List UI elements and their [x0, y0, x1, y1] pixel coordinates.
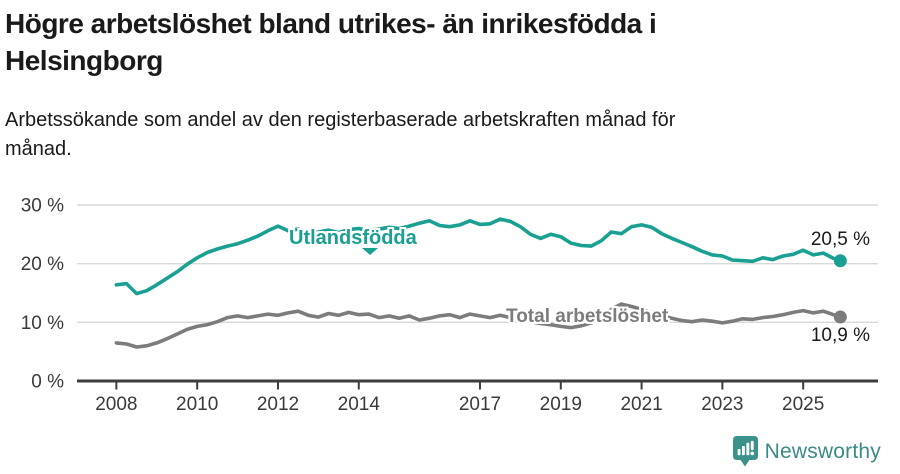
- y-tick-label-0: 0 %: [31, 372, 64, 393]
- x-tick-label-2019: 2019: [540, 394, 582, 415]
- y-tick-label-30: 30 %: [21, 195, 64, 216]
- x-tick-label-2017: 2017: [459, 394, 501, 415]
- end-dot-utlandsfodda: [833, 254, 847, 268]
- y-tick-label-20: 20 %: [21, 254, 64, 275]
- chart-title-line1: Högre arbetslöshet bland utrikes- än inr…: [5, 8, 657, 39]
- chart-title: Högre arbetslöshet bland utrikes- än inr…: [5, 5, 765, 79]
- x-tick-label-2014: 2014: [338, 394, 381, 415]
- x-tick-label-2008: 2008: [95, 394, 137, 415]
- series-label-total-arbetsloshet: Total arbetslöshet: [506, 306, 669, 327]
- y-tick-label-10: 10 %: [21, 313, 64, 334]
- series-label-utlandsfodda: Utlandsfödda: [289, 227, 417, 249]
- data-line-total: [114, 302, 843, 349]
- newsworthy-pin-icon: [732, 436, 758, 467]
- chart-subtitle-line1: Arbetssökande som andel av den registerb…: [5, 109, 676, 131]
- chart-title-line2: Helsingborg: [5, 45, 163, 76]
- end-value-total: 10,9 %: [810, 325, 870, 346]
- x-tick-label-2023: 2023: [701, 394, 743, 415]
- newsworthy-logo-text: Newsworthy: [764, 439, 881, 463]
- end-dot-total: [833, 310, 847, 324]
- series-label-caret-icon: [362, 248, 378, 255]
- x-tick-label-2012: 2012: [257, 394, 299, 415]
- chart-subtitle: Arbetssökande som andel av den registerb…: [5, 106, 875, 164]
- newsworthy-logo: Newsworthy: [732, 436, 881, 467]
- x-tick-label-2025: 2025: [782, 394, 824, 415]
- chart-subtitle-line2: månad.: [5, 138, 72, 160]
- data-line-utlandsfodda: [114, 217, 843, 296]
- end-value-utlandsfodda: 20,5 %: [810, 229, 870, 250]
- x-tick-label-2021: 2021: [620, 394, 662, 415]
- x-tick-label-2010: 2010: [176, 394, 218, 415]
